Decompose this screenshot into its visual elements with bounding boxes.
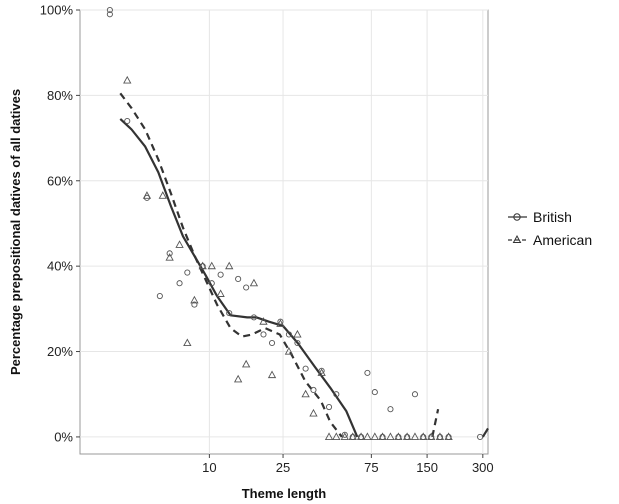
point-british xyxy=(285,331,292,338)
y-tick-label: 60% xyxy=(47,173,73,188)
point-american xyxy=(293,329,302,338)
point-british xyxy=(268,339,276,347)
point-american xyxy=(394,432,403,440)
x-tick-label: 10 xyxy=(202,460,216,475)
y-axis-title: Percentage prepositional datives of all … xyxy=(8,89,23,375)
point-british xyxy=(243,284,250,291)
plot-area xyxy=(79,9,489,455)
point-british xyxy=(124,117,131,125)
point-british xyxy=(364,369,371,376)
fit-line-american xyxy=(119,92,343,438)
point-british xyxy=(341,431,348,438)
point-american xyxy=(123,75,132,84)
x-tick-label: 75 xyxy=(364,460,378,475)
point-british xyxy=(156,292,163,300)
point-british xyxy=(260,331,267,338)
x-tick-label: 300 xyxy=(472,460,494,475)
legend: British American xyxy=(508,209,592,248)
point-british xyxy=(318,367,325,374)
legend-label-british: British xyxy=(533,209,572,225)
point-british xyxy=(176,280,183,287)
point-american xyxy=(183,338,192,347)
point-american xyxy=(233,374,243,383)
point-british xyxy=(325,403,333,411)
point-british xyxy=(226,310,233,317)
point-american xyxy=(410,432,420,440)
y-tick-label: 100% xyxy=(40,3,74,18)
point-british xyxy=(277,318,284,325)
point-american xyxy=(276,319,285,327)
point-american xyxy=(225,261,234,270)
x-tick-label: 150 xyxy=(416,460,438,475)
point-american xyxy=(165,253,174,261)
grid-lines xyxy=(80,9,488,454)
fit-line-american-tail xyxy=(431,408,440,438)
point-american xyxy=(267,370,277,379)
point-british xyxy=(310,386,317,394)
y-tick-label: 80% xyxy=(47,88,73,103)
point-british xyxy=(166,250,173,257)
point-american xyxy=(158,191,167,199)
point-american xyxy=(198,261,207,270)
point-american xyxy=(402,432,412,440)
point-american xyxy=(249,278,259,287)
point-british xyxy=(106,6,113,14)
point-american xyxy=(370,432,379,440)
point-british xyxy=(208,280,215,287)
point-american xyxy=(241,359,251,368)
point-american xyxy=(427,432,436,440)
point-american xyxy=(340,432,349,440)
point-american xyxy=(317,368,326,376)
legend-label-american: American xyxy=(533,232,592,248)
y-tick-label: 40% xyxy=(47,259,73,274)
point-british xyxy=(235,275,242,283)
x-tick-label: 25 xyxy=(276,460,290,475)
y-tick-label: 0% xyxy=(54,429,73,444)
point-british xyxy=(184,269,191,276)
y-tick-label: 20% xyxy=(47,344,73,359)
point-american xyxy=(444,432,453,440)
point-british xyxy=(477,433,484,440)
point-american xyxy=(378,432,387,440)
point-american xyxy=(216,289,225,297)
point-american xyxy=(356,432,366,440)
point-british xyxy=(371,389,378,396)
point-american xyxy=(386,432,395,440)
point-american xyxy=(363,432,372,440)
point-american xyxy=(348,432,357,440)
legend-marker-american xyxy=(512,234,522,243)
point-british xyxy=(411,391,419,398)
point-american xyxy=(309,408,318,417)
point-british xyxy=(250,314,257,321)
data-points xyxy=(106,6,484,440)
point-american xyxy=(284,347,294,355)
point-american xyxy=(435,432,445,440)
fit-line-british-tail xyxy=(481,427,489,438)
point-british xyxy=(333,391,340,398)
point-british xyxy=(294,339,301,347)
point-american xyxy=(419,432,428,440)
point-american xyxy=(142,191,152,199)
point-american xyxy=(207,261,216,270)
point-british xyxy=(217,271,224,278)
point-british xyxy=(106,11,113,18)
point-british xyxy=(191,301,198,308)
point-american xyxy=(190,295,199,304)
point-american xyxy=(301,389,310,398)
point-american xyxy=(175,240,184,248)
point-american xyxy=(324,432,334,440)
point-british xyxy=(302,365,309,372)
point-british xyxy=(387,406,394,413)
x-axis-title: Theme length xyxy=(242,486,327,501)
point-american xyxy=(332,432,341,440)
point-american xyxy=(259,317,268,325)
point-british xyxy=(143,194,151,201)
axes: 0% 20% 40% 60% 80% 100% 10 25 75 150 300 xyxy=(40,3,494,476)
legend-marker-british xyxy=(513,213,521,221)
